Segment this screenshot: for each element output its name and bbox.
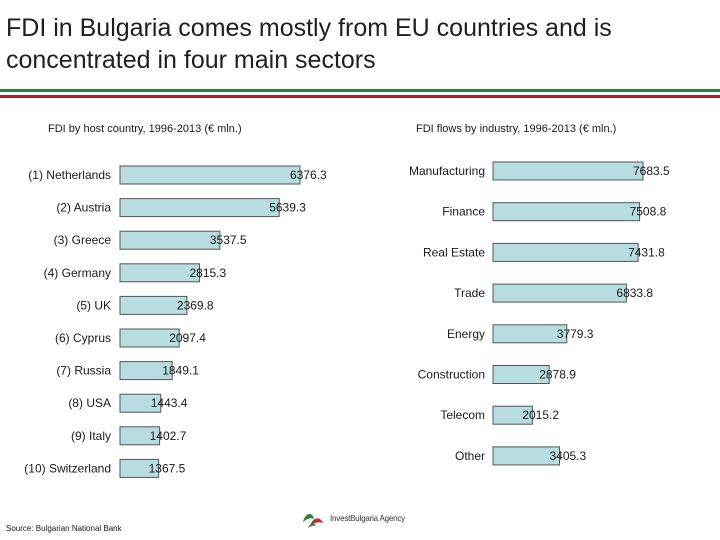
page-title: FDI in Bulgaria comes mostly from EU cou… [6,14,612,74]
right-chart-title: FDI flows by industry, 1996-2013 (€ mln.… [416,123,617,135]
right-bar-6 [492,405,533,425]
decorative-stripes [0,89,720,101]
investbulgaria-logo: InvestBulgaria Agency [300,508,410,530]
right-value-label-6: 2015.2 [522,408,559,422]
right-category-label-2: Real Estate [423,245,485,259]
right-category-label-6: Telecom [440,408,485,422]
left-bar-5 [119,328,180,348]
right-category-label-4: Energy [447,327,485,341]
left-value-label-0: 6376.3 [290,168,327,182]
left-value-label-6: 1849.1 [162,364,199,378]
right-category-label-1: Finance [442,205,485,219]
logo-text: InvestBulgaria Agency [330,514,405,523]
logo-leaf-green-2 [308,523,316,528]
left-bar-2 [119,230,221,250]
logo-leaf-red [310,518,323,526]
right-bar-0 [492,161,644,181]
right-category-label-7: Other [455,449,485,463]
right-bar-4 [492,324,568,344]
left-category-label-2: (3) Greece [54,233,112,247]
left-bar-3 [119,263,200,283]
left-value-label-3: 2815.3 [189,266,226,280]
left-category-label-4: (5) UK [76,298,111,312]
left-bar-7 [119,393,162,413]
right-bar-2 [492,242,639,262]
left-value-label-4: 2369.8 [177,298,214,312]
white-stripe [0,92,720,95]
right-value-label-0: 7683.5 [633,164,670,178]
left-bar-9 [119,458,160,478]
left-bar-8 [119,426,161,446]
right-value-label-2: 7431.8 [628,245,665,259]
leaf-logo-icon [303,513,323,528]
logo-leaf-green [303,513,314,522]
left-value-label-2: 3537.5 [210,233,247,247]
left-chart-title: FDI by host country, 1996-2013 (€ mln.) [48,123,242,135]
right-bar-7 [492,446,560,466]
source-note: Source: Bulgarian National Bank [6,524,122,533]
left-category-label-9: (10) Switzerland [24,461,111,475]
left-value-label-7: 1443.4 [151,396,188,410]
right-value-label-7: 3405.3 [549,449,586,463]
left-bar-6 [119,361,173,381]
green-stripe [0,89,720,92]
left-bar-0 [119,165,301,185]
left-value-label-8: 1402.7 [150,429,187,443]
left-category-label-3: (4) Germany [44,266,111,280]
left-category-label-8: (9) Italy [71,429,111,443]
left-category-label-5: (6) Cyprus [55,331,111,345]
right-value-label-5: 2878.9 [539,368,576,382]
right-category-label-3: Trade [454,286,485,300]
right-bar-1 [492,202,641,222]
left-bar-1 [119,198,280,218]
right-category-label-5: Construction [418,368,485,382]
left-category-label-7: (8) USA [68,396,111,410]
left-category-label-1: (2) Austria [56,201,111,215]
left-category-label-0: (1) Netherlands [28,168,111,182]
left-bar-4 [119,295,188,315]
right-bar-5 [492,365,550,384]
right-bar-3 [492,283,627,303]
right-value-label-1: 7508.8 [630,205,667,219]
left-value-label-9: 1367.5 [149,461,186,475]
left-value-label-5: 2097.4 [169,331,206,345]
right-value-label-3: 6833.8 [616,286,653,300]
left-category-label-6: (7) Russia [56,364,111,378]
red-stripe [0,95,720,98]
right-category-label-0: Manufacturing [409,164,485,178]
right-value-label-4: 3779.3 [557,327,594,341]
left-value-label-1: 5639.3 [269,201,306,215]
